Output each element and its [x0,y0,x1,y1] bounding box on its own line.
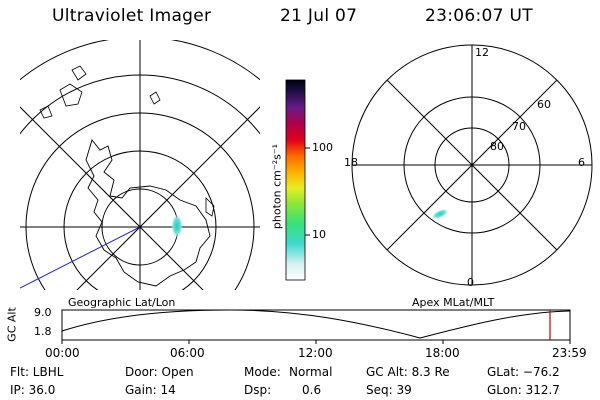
mode-value: Normal [289,365,333,379]
filter-status: Flt: LBHL [10,365,64,379]
apex-map-label: Apex MLat/MLT [412,296,495,309]
mlt-label-12: 12 [475,46,489,59]
date-label: 21 Jul 07 [280,6,358,26]
gain-status: Gain: 14 [125,383,176,397]
altitude-xtick-1200: 12:00 [298,346,333,360]
ip-status: IP: 36.0 [10,383,56,397]
mlat-label-80: 80 [490,140,504,153]
apex-polar-map [351,44,593,286]
altitude-xtick-0000: 00:00 [45,346,80,360]
mlt-label-6: 6 [578,156,585,169]
altitude-plot [61,309,571,344]
altitude-xtick-0600: 06:00 [170,346,205,360]
colorbar-label: photon cm⁻²s⁻¹ [270,143,284,230]
mlat-label-60: 60 [537,98,551,111]
dsp-label: Dsp: [244,383,272,397]
geo-longitude-status: GLon: 312.7 [487,383,560,397]
instrument-title: Ultraviolet Imager [52,6,212,26]
time-label: 23:06:07 UT [425,6,533,26]
mlt-label-18: 18 [344,156,358,169]
door-status: Door: Open [125,365,194,379]
altitude-ytick-1-8: 1.8 [34,325,52,338]
colorbar [285,79,310,281]
geographic-map-label: Geographic Lat/Lon [68,296,176,309]
altitude-ylabel: GC Alt [5,307,19,342]
altitude-xtick-2359: 23:59 [552,346,587,360]
colorbar-tick-100: 100 [312,141,333,154]
altitude-xtick-1800: 18:00 [425,346,460,360]
dsp-value: 0.6 [302,383,322,397]
mode-label: Mode: [244,365,281,379]
mlat-label-70: 70 [512,120,526,133]
geo-latitude-status: GLat: −76.2 [487,365,560,379]
gc-altitude-status: GC Alt: 8.3 Re [366,365,450,379]
mlt-label-0: 0 [467,276,474,289]
sequence-status: Seq: 39 [366,383,412,397]
geographic-map [20,40,260,290]
altitude-ytick-9: 9.0 [34,306,52,319]
colorbar-tick-10: 10 [312,228,326,241]
